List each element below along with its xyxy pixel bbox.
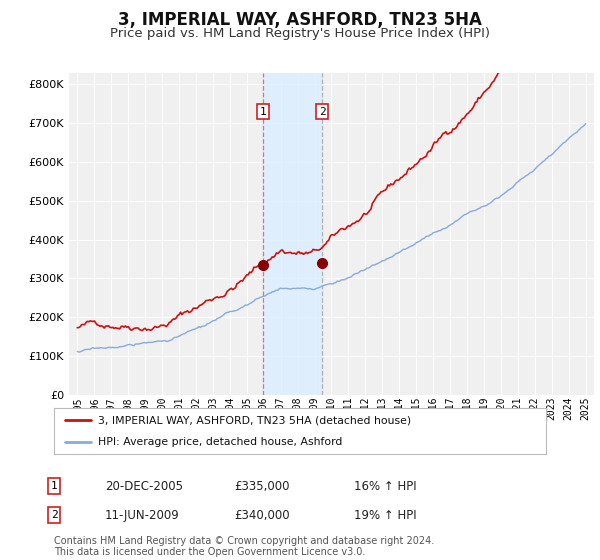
Text: 20-DEC-2005: 20-DEC-2005 (105, 479, 183, 493)
Bar (263, 73, 322, 395)
Text: Price paid vs. HM Land Registry's House Price Index (HPI): Price paid vs. HM Land Registry's House … (110, 27, 490, 40)
Text: 1: 1 (260, 106, 266, 116)
Text: 3, IMPERIAL WAY, ASHFORD, TN23 5HA (detached house): 3, IMPERIAL WAY, ASHFORD, TN23 5HA (deta… (98, 415, 412, 425)
Text: 16% ↑ HPI: 16% ↑ HPI (354, 479, 416, 493)
Text: Contains HM Land Registry data © Crown copyright and database right 2024.
This d: Contains HM Land Registry data © Crown c… (54, 535, 434, 557)
Text: 2: 2 (319, 106, 325, 116)
Text: 3, IMPERIAL WAY, ASHFORD, TN23 5HA: 3, IMPERIAL WAY, ASHFORD, TN23 5HA (118, 11, 482, 29)
Text: £335,000: £335,000 (234, 479, 290, 493)
Text: 19% ↑ HPI: 19% ↑ HPI (354, 508, 416, 522)
Text: 2: 2 (50, 510, 58, 520)
Text: HPI: Average price, detached house, Ashford: HPI: Average price, detached house, Ashf… (98, 437, 343, 447)
Text: £340,000: £340,000 (234, 508, 290, 522)
Text: 11-JUN-2009: 11-JUN-2009 (105, 508, 180, 522)
Text: 1: 1 (50, 481, 58, 491)
